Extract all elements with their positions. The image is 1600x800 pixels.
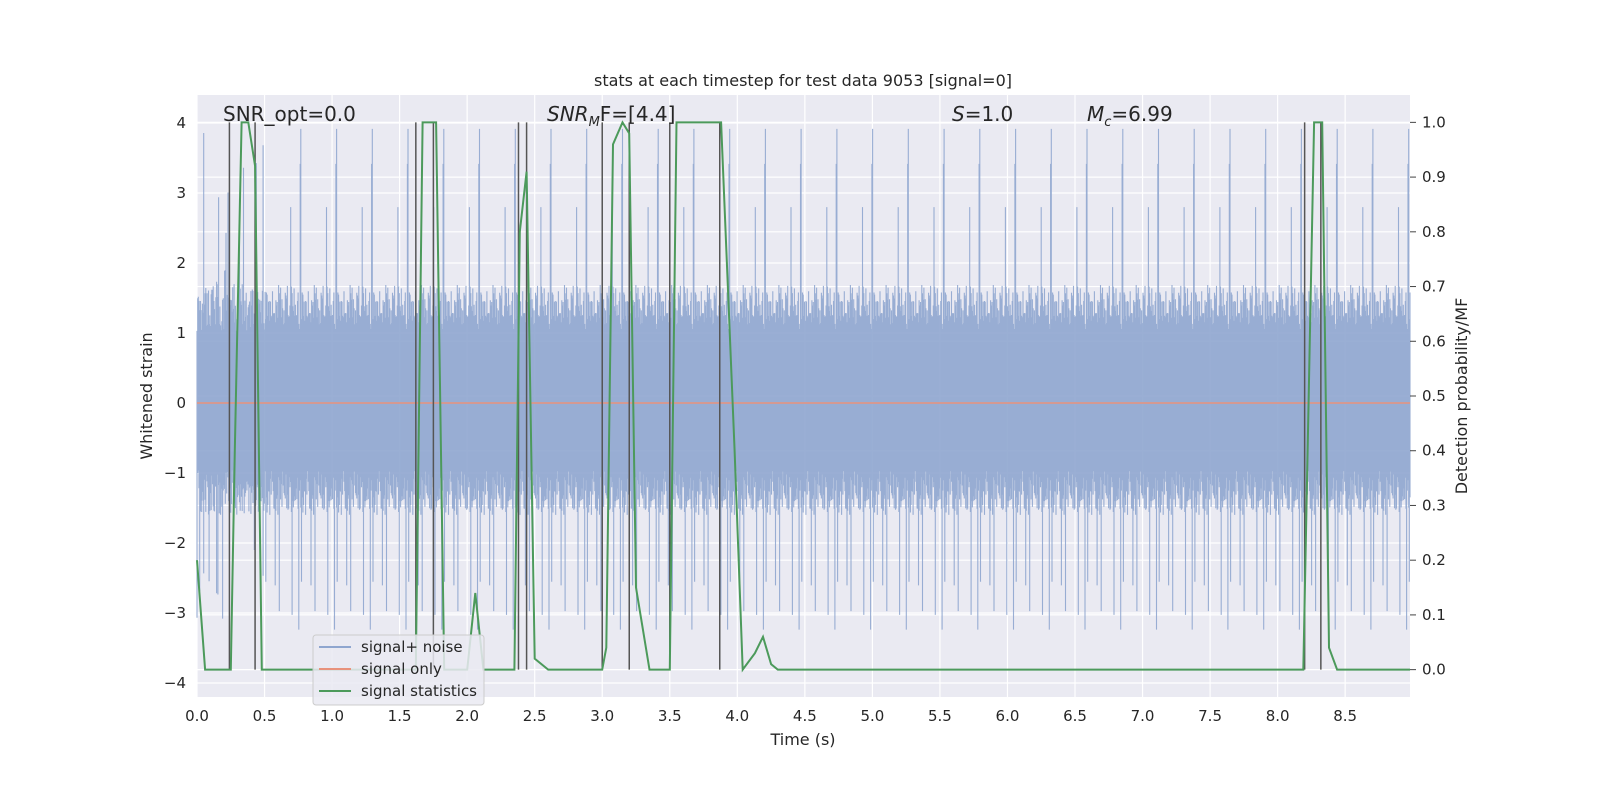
x-tick-label: 8.5 xyxy=(1333,707,1357,725)
legend-label-signal-only: signal only xyxy=(361,660,442,678)
y-right-tick-label: 0.8 xyxy=(1422,223,1446,241)
x-tick-label: 7.5 xyxy=(1198,707,1222,725)
y-axis-left-label: Whitened strain xyxy=(137,332,156,459)
annotation-snr-opt: SNR_opt=0.0 xyxy=(223,102,356,126)
y-right-tick-label: 0.2 xyxy=(1422,551,1446,569)
y-left-tick-label: 1 xyxy=(176,324,186,342)
plot-area xyxy=(196,95,1411,697)
x-tick-label: 5.0 xyxy=(860,707,884,725)
y-left-tick-label: −4 xyxy=(164,674,186,692)
y-right-tick-label: 0.7 xyxy=(1422,278,1446,296)
y-left-tick-label: −1 xyxy=(164,464,186,482)
annotation-mc-value: =6.99 xyxy=(1111,102,1172,126)
x-tick-label: 6.0 xyxy=(996,707,1020,725)
legend-box xyxy=(312,634,485,706)
x-axis-label: Time (s) xyxy=(769,730,835,749)
x-tick-label: 0.5 xyxy=(253,707,277,725)
legend: signal+ noise signal only signal statist… xyxy=(312,634,485,706)
annotation-snr-mf-sub: M xyxy=(589,115,600,130)
x-tick-label: 2.5 xyxy=(523,707,547,725)
y-right-tick-label: 1.0 xyxy=(1422,113,1446,131)
x-tick-label: 0.0 xyxy=(185,707,209,725)
y-right-tick-label: 0.4 xyxy=(1422,442,1446,460)
y-left-tick-label: 3 xyxy=(176,184,186,202)
annotation-s-label: S xyxy=(952,102,965,126)
annotation-mc-sub: c xyxy=(1104,115,1111,130)
annotation-snr-mf: SNRMF=[4.4] xyxy=(547,102,675,130)
annotation-snr-mf-tail: F=[4.4] xyxy=(600,102,676,126)
y-axis-left-ticks: −4 −3 −2 −1 0 1 2 3 4 xyxy=(164,114,186,692)
x-axis-ticks: 0.0 0.5 1.0 1.5 2.0 2.5 3.0 3.5 4.0 4.5 5.0 5.5 6.0 6… xyxy=(185,707,1357,725)
x-tick-label: 4.0 xyxy=(725,707,749,725)
y-left-tick-label: 0 xyxy=(176,394,186,412)
y-left-tick-label: −3 xyxy=(164,604,186,622)
y-axis-right-ticks: 0.0 0.1 0.2 0.3 0.4 0.5 0.6 0.7 0.8 0.9 1.0 xyxy=(1410,113,1446,679)
x-tick-label: 3.0 xyxy=(590,707,614,725)
legend-label-signal-statistics: signal statistics xyxy=(361,682,477,700)
x-tick-label: 5.5 xyxy=(928,707,952,725)
x-tick-label: 8.0 xyxy=(1266,707,1290,725)
x-tick-label: 4.5 xyxy=(793,707,817,725)
y-left-tick-label: 4 xyxy=(176,114,186,132)
x-tick-label: 1.5 xyxy=(388,707,412,725)
annotation-mc: Mc=6.99 xyxy=(1087,102,1173,130)
x-tick-label: 2.0 xyxy=(455,707,479,725)
legend-label-signal-noise: signal+ noise xyxy=(361,638,463,656)
y-right-tick-label: 0.3 xyxy=(1422,496,1446,514)
y-right-tick-label: 0.5 xyxy=(1422,387,1446,405)
annotation-s: S=1.0 xyxy=(952,102,1013,126)
annotation-s-value: =1.0 xyxy=(965,102,1014,126)
x-tick-label: 1.0 xyxy=(320,707,344,725)
y-axis-right-label: Detection probability/MF xyxy=(1452,298,1471,495)
chart-title: stats at each timestep for test data 905… xyxy=(594,71,1012,90)
x-tick-label: 3.5 xyxy=(658,707,682,725)
annotation-snr-mf-base: SNR xyxy=(547,102,589,126)
y-right-tick-label: 0.0 xyxy=(1422,661,1446,679)
y-right-tick-label: 0.6 xyxy=(1422,332,1446,350)
y-right-tick-label: 0.1 xyxy=(1422,606,1446,624)
y-left-tick-label: 2 xyxy=(176,254,186,272)
annotation-mc-base: M xyxy=(1087,102,1104,126)
x-tick-label: 6.5 xyxy=(1063,707,1087,725)
x-tick-label: 7.0 xyxy=(1131,707,1155,725)
y-left-tick-label: −2 xyxy=(164,534,186,552)
y-right-tick-label: 0.9 xyxy=(1422,168,1446,186)
